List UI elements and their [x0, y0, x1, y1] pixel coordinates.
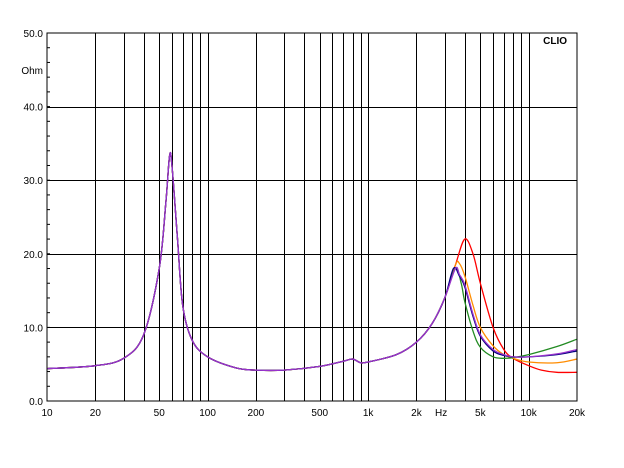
- y-tick-label: 40.0: [24, 103, 44, 114]
- grid-major: [47, 32, 577, 402]
- x-axis-ticks: 10 20 50 100 200 500 1k 2k 5k 10k 20k: [41, 408, 586, 419]
- impedance-curve-5: [46, 151, 578, 372]
- x-tick-label: 1k: [363, 408, 375, 419]
- y-tick-label: 20.0: [24, 250, 44, 261]
- x-tick-label: 20k: [569, 408, 586, 419]
- x-tick-label: 20: [90, 408, 102, 419]
- x-tick-label: 10: [41, 408, 53, 419]
- x-tick-label: 2k: [411, 408, 423, 419]
- plot-frame: [46, 32, 578, 402]
- x-axis-unit-label: Hz: [435, 408, 447, 419]
- y-tick-label: 10.0: [24, 323, 44, 334]
- x-tick-label: 500: [311, 408, 328, 419]
- x-tick-label: 5k: [475, 408, 487, 419]
- series-layer: [46, 151, 578, 374]
- x-tick-label: 100: [199, 408, 216, 419]
- clio-brand-label: CLIO: [543, 36, 567, 47]
- impedance-curve-1: [46, 151, 578, 374]
- y-tick-label: 50.0: [24, 29, 44, 40]
- y-axis-ticks: 0.0 10.0 20.0 30.0 40.0 50.0: [24, 29, 44, 408]
- x-tick-label: 50: [154, 408, 166, 419]
- grid-minor: [95, 33, 530, 401]
- x-tick-label: 200: [248, 408, 265, 419]
- y-tick-label: 30.0: [24, 176, 44, 187]
- y-axis-unit-label: Ohm: [21, 66, 43, 77]
- x-tick-label: 10k: [521, 408, 538, 419]
- y-tick-label: 0.0: [29, 397, 43, 408]
